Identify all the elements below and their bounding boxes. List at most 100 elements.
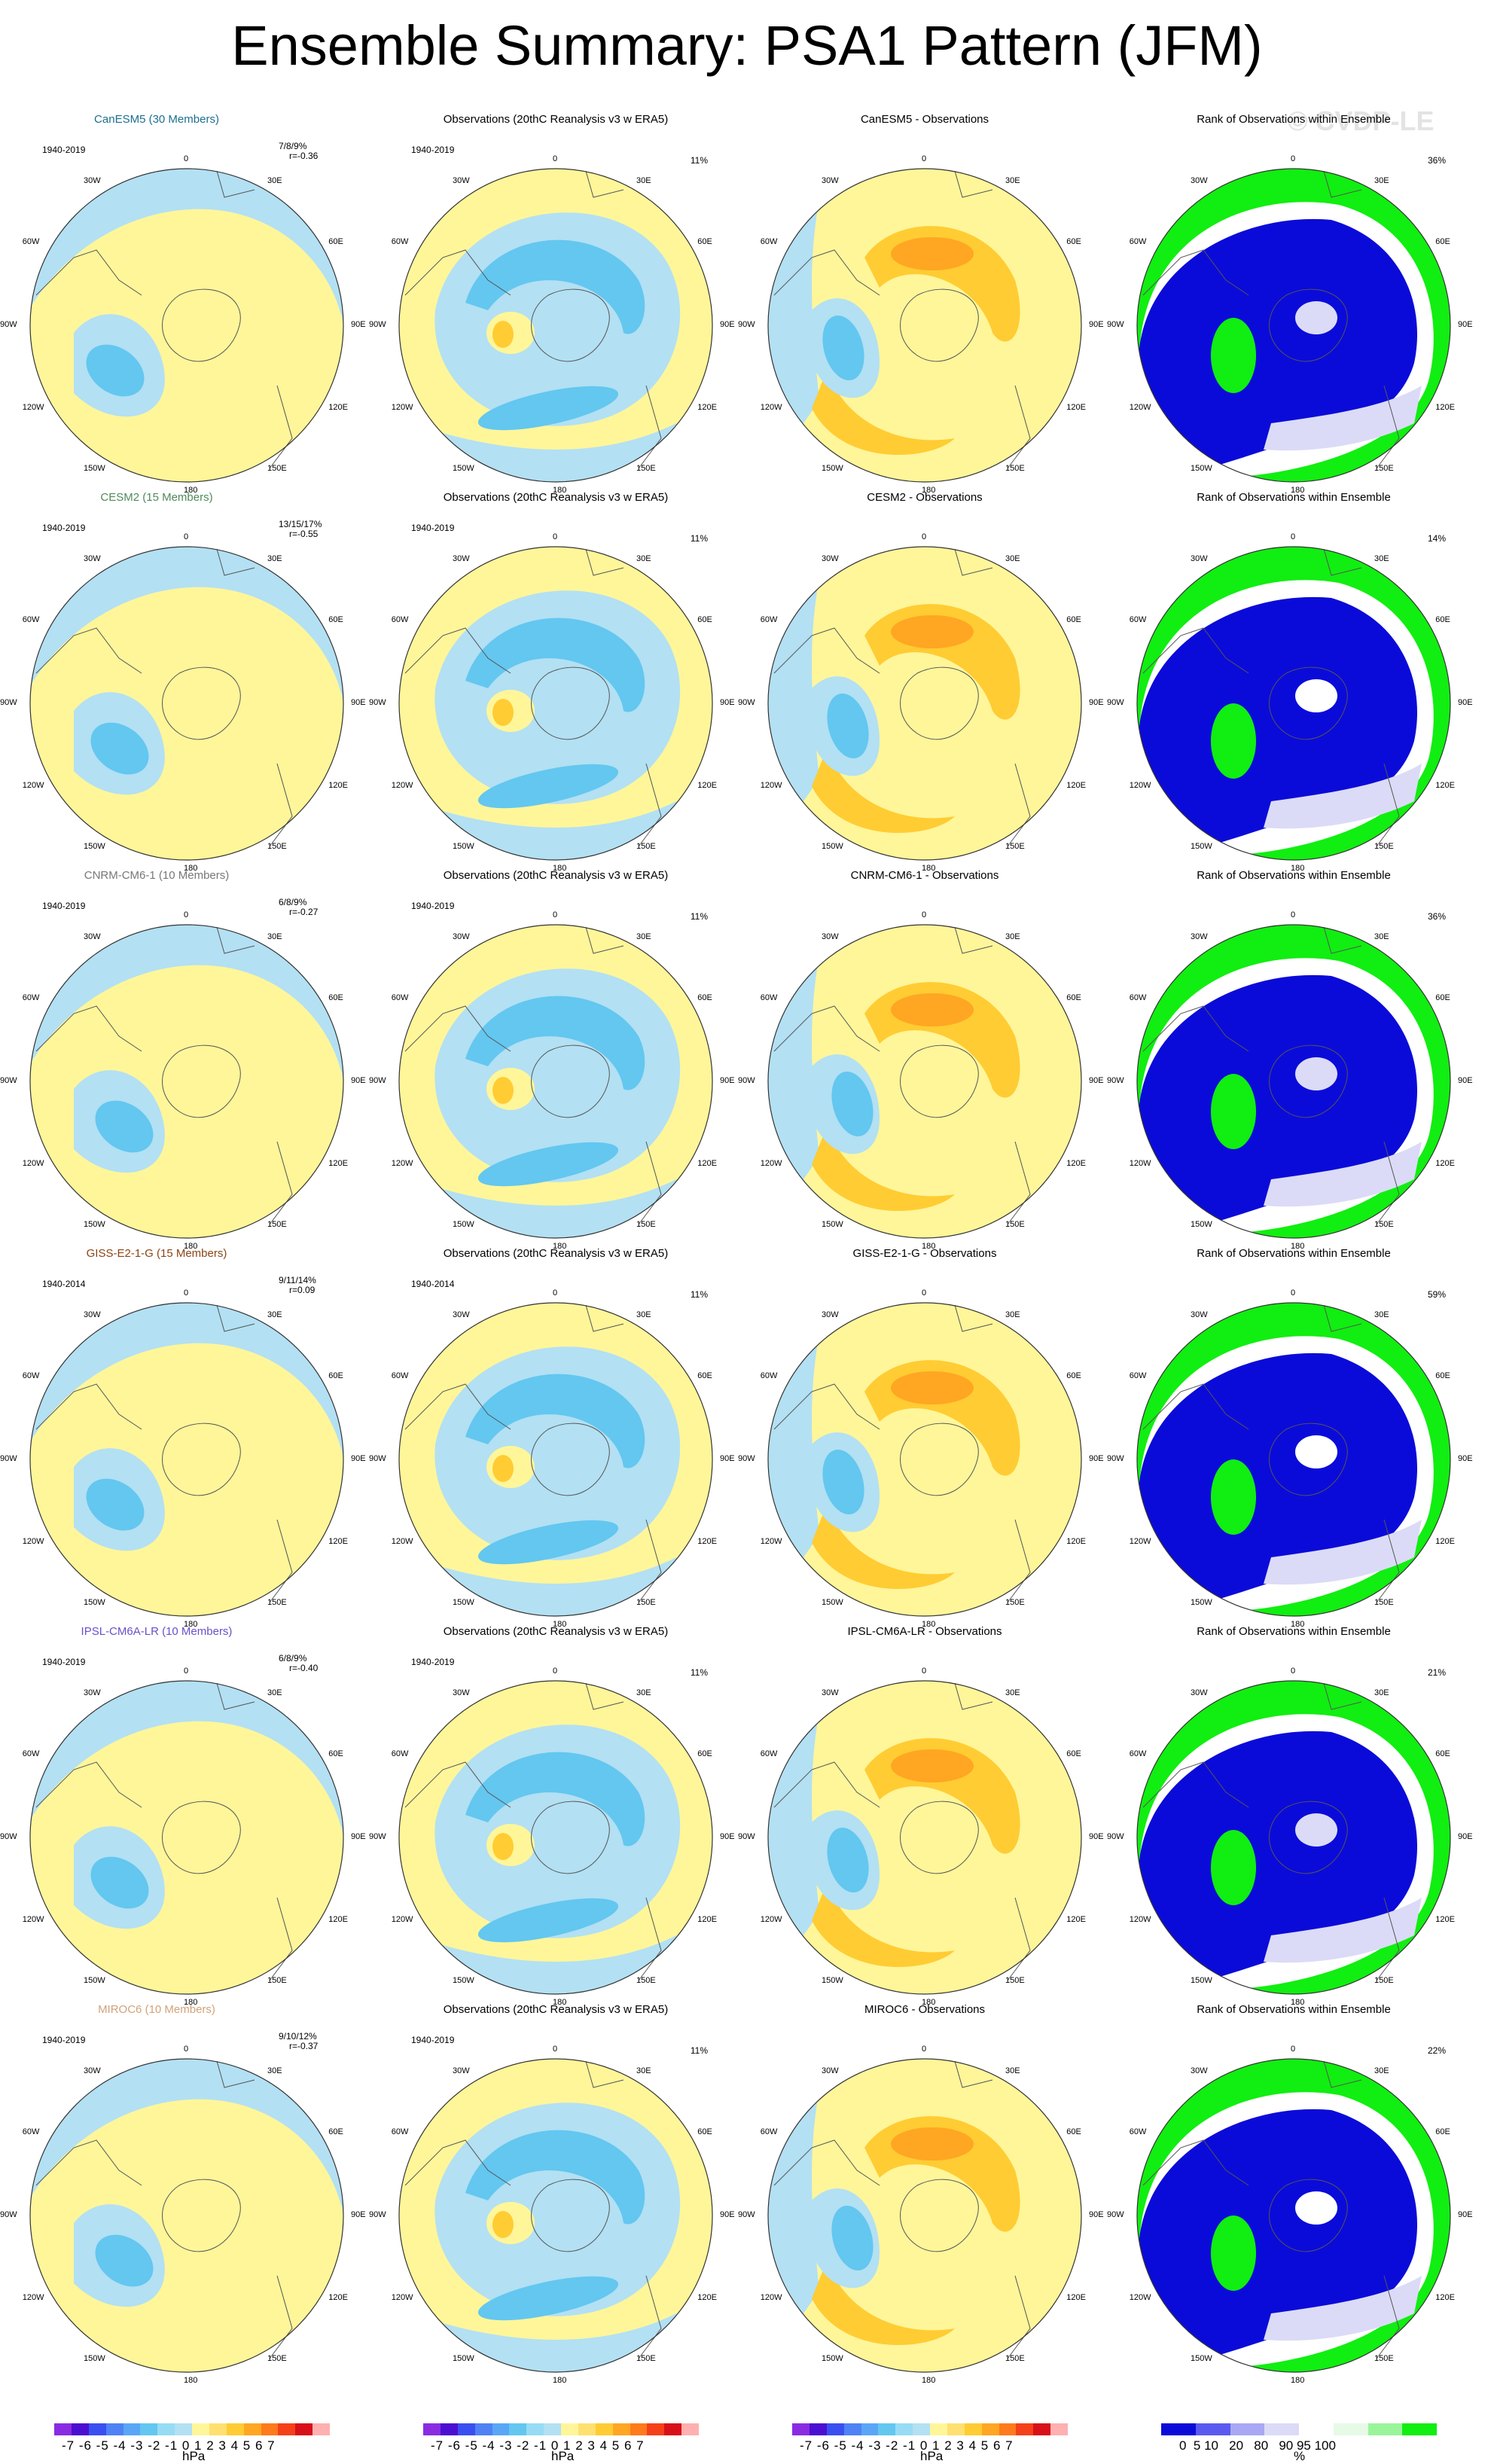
pattern-correlation: r=-0.27 xyxy=(289,907,319,917)
panel-title: CESM2 (15 Members) xyxy=(100,491,213,504)
panel-title: CanESM5 (30 Members) xyxy=(94,113,219,126)
map-label: 90W xyxy=(369,1832,386,1841)
map-label: 150E xyxy=(1005,1597,1025,1607)
map-label: 150E xyxy=(267,463,287,473)
map-label: 150E xyxy=(636,1219,656,1229)
map-label: 60E xyxy=(328,615,343,624)
map-label: 0 xyxy=(922,2045,927,2054)
map-label: 30W xyxy=(1191,1688,1208,1698)
map-label: 150W xyxy=(822,1975,843,1985)
map-label: 60W xyxy=(1129,1749,1147,1758)
colorbar-unit: hPa xyxy=(182,2449,206,2463)
ensemble-stats: 13/15/17% r=-0.55 xyxy=(279,520,354,539)
ensemble-stats: 6/8/9% r=-0.40 xyxy=(279,1654,354,1673)
colorbar-unit: hPa xyxy=(920,2449,944,2463)
map-label: 120W xyxy=(760,2293,782,2302)
map-label: 150E xyxy=(1005,841,1025,851)
map-label: 90W xyxy=(1107,2210,1124,2219)
map-label: 120E xyxy=(328,1537,348,1546)
map-label: 90W xyxy=(738,1454,755,1463)
map-label: 90E xyxy=(1089,320,1104,329)
map-label: 60W xyxy=(22,993,40,1002)
colorbar-swatch xyxy=(861,2423,879,2435)
map-label: 90E xyxy=(1089,1832,1104,1841)
polar-map xyxy=(1136,2058,1451,2373)
map-label: 0 xyxy=(184,154,189,163)
colorbar-swatch xyxy=(492,2423,510,2435)
pct-range: 13/15/17% xyxy=(279,519,322,529)
map-label: 60W xyxy=(760,1371,778,1380)
map-label: 30E xyxy=(1374,554,1389,564)
colorbar-swatch xyxy=(123,2423,141,2435)
map-label: 30W xyxy=(822,2066,839,2076)
colorbar-swatch xyxy=(509,2423,527,2435)
panel-title: CNRM-CM6-1 - Observations xyxy=(850,869,999,882)
map-label: 120W xyxy=(760,1537,782,1546)
colorbar-swatch xyxy=(526,2423,544,2435)
colorbar-swatch xyxy=(630,2423,648,2435)
colorbar-swatch xyxy=(313,2423,330,2435)
map-label: 30E xyxy=(1005,176,1020,186)
map-label: 60E xyxy=(697,2127,712,2136)
colorbar-strip xyxy=(792,2423,1068,2435)
colorbar-unit: % xyxy=(1294,2449,1306,2463)
polar-map xyxy=(29,546,344,861)
colorbar-swatch xyxy=(457,2423,475,2435)
period-label: 1940-2019 xyxy=(42,145,86,155)
period-label: 1940-2019 xyxy=(411,145,455,155)
panel-title: Observations (20thC Reanalysis v3 w ERA5… xyxy=(443,1247,669,1260)
map-label: 90W xyxy=(369,2210,386,2219)
map-label: 30W xyxy=(84,554,101,564)
panel-title: MIROC6 (10 Members) xyxy=(98,2003,215,2016)
map-label: 180 xyxy=(1291,1998,1305,2007)
map-label: 90W xyxy=(0,1076,17,1085)
map-label: 180 xyxy=(553,1242,567,1251)
polar-map xyxy=(398,168,713,483)
period-label: 1940-2014 xyxy=(42,1279,86,1289)
map-label: 60E xyxy=(328,237,343,246)
polar-map xyxy=(29,1680,344,1995)
polar-map xyxy=(29,1302,344,1617)
pct-label: 14% xyxy=(1427,533,1446,544)
panel-title: Observations (20thC Reanalysis v3 w ERA5… xyxy=(443,113,669,126)
map-label: 90E xyxy=(1089,698,1104,707)
map-label: 150W xyxy=(822,841,843,851)
period-label: 1940-2019 xyxy=(411,2035,455,2045)
pct-range: 6/8/9% xyxy=(279,897,307,907)
map-label: 180 xyxy=(1291,2376,1305,2385)
panel-title: Observations (20thC Reanalysis v3 w ERA5… xyxy=(443,1625,669,1638)
map-label: 150E xyxy=(636,841,656,851)
map-label: 30W xyxy=(84,2066,101,2076)
map-label: 120W xyxy=(22,1915,44,1924)
map-panel-diff: IPSL-CM6A-LR - Observations 0 30E 60E 90E 120… xyxy=(738,1618,1111,2007)
map-label: 30W xyxy=(453,176,470,186)
panel-title: CanESM5 - Observations xyxy=(860,113,989,126)
map-label: 60E xyxy=(1066,615,1081,624)
map-label: 120W xyxy=(1129,1537,1151,1546)
map-label: 120E xyxy=(697,403,717,412)
map-label: 30E xyxy=(1005,554,1020,564)
map-label: 120E xyxy=(1066,403,1086,412)
map-label: 90W xyxy=(369,1076,386,1085)
polar-map xyxy=(767,1302,1082,1617)
pct-range: 6/8/9% xyxy=(279,1653,307,1664)
colorbar-swatch xyxy=(826,2423,844,2435)
pattern-correlation: r=-0.37 xyxy=(289,2041,319,2051)
map-panel-model: MIROC6 (10 Members) 1940-2019 9/10/12% r=-0… xyxy=(0,1996,374,2385)
map-label: 150W xyxy=(1191,463,1212,473)
pct-label: 11% xyxy=(690,911,708,922)
colorbar-swatch xyxy=(681,2423,699,2435)
map-label: 150W xyxy=(84,841,105,851)
map-label: 60W xyxy=(1129,993,1147,1002)
polar-map xyxy=(398,924,713,1239)
map-label: 120E xyxy=(1066,2293,1086,2302)
map-label: 120W xyxy=(22,781,44,790)
map-label: 30E xyxy=(1374,1688,1389,1698)
colorbar-swatch xyxy=(612,2423,630,2435)
colorbar-swatch xyxy=(595,2423,613,2435)
map-label: 120W xyxy=(1129,2293,1151,2302)
map-label: 120W xyxy=(760,1159,782,1168)
map-label: 60W xyxy=(22,237,40,246)
panel-title: Observations (20thC Reanalysis v3 w ERA5… xyxy=(443,491,669,504)
map-label: 150E xyxy=(1374,1975,1394,1985)
